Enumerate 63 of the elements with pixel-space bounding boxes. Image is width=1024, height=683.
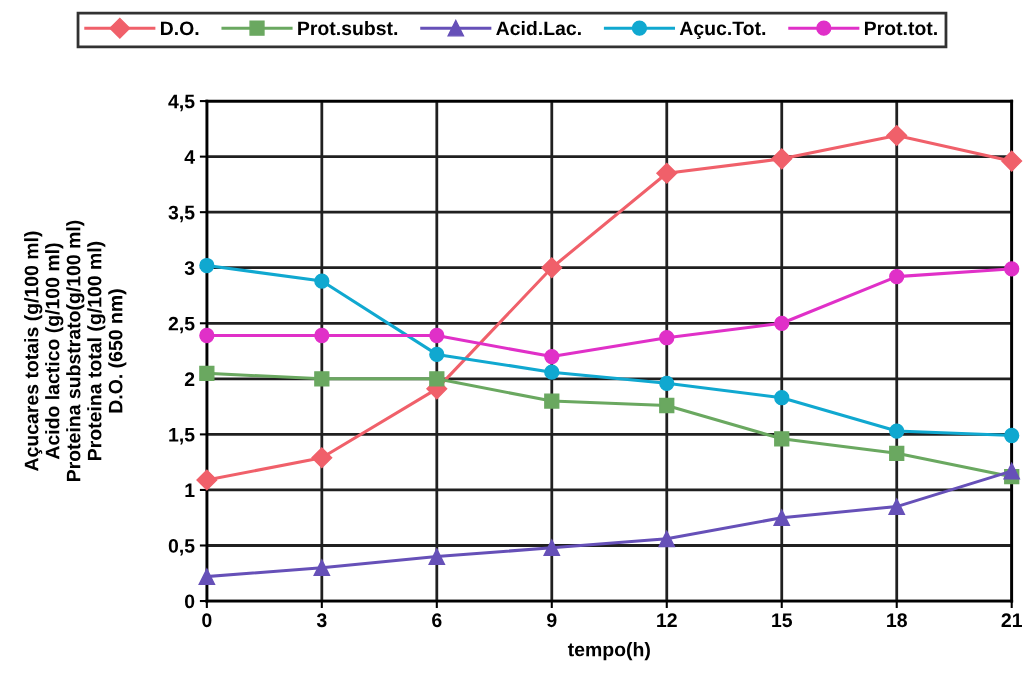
- y-tick-label: 1: [185, 483, 195, 497]
- legend-label: Prot.subst.: [298, 20, 398, 36]
- x-tick-label: 21: [1001, 613, 1022, 627]
- legend-label: Prot.tot.: [864, 21, 937, 36]
- point: [314, 327, 330, 344]
- point: [199, 365, 215, 381]
- point: [196, 469, 218, 491]
- point: [1001, 150, 1023, 172]
- point: [774, 315, 790, 331]
- x-tick-label: 0: [202, 613, 212, 628]
- point: [659, 330, 675, 346]
- x-axis-title: tempo(h): [567, 642, 650, 661]
- point: [659, 375, 675, 391]
- point: [544, 393, 560, 409]
- legend-label: Açuc.Tot.: [679, 21, 766, 40]
- point: [543, 539, 561, 557]
- y-tick-label: 1,5: [169, 428, 195, 445]
- point: [199, 257, 215, 274]
- point: [658, 530, 676, 548]
- point: [428, 548, 446, 565]
- point: [544, 348, 560, 365]
- point: [886, 125, 908, 147]
- x-tick-label: 9: [547, 613, 557, 628]
- legend-label: Acid.Lac.: [496, 20, 581, 36]
- point: [429, 371, 445, 387]
- y-tick-label: 0,5: [168, 538, 195, 556]
- point: [429, 327, 445, 344]
- x-tick-label: 6: [432, 613, 442, 628]
- point: [656, 162, 678, 184]
- point: [198, 568, 216, 585]
- y-tick-label: 4: [184, 150, 195, 164]
- y-tick-label: 4,5: [168, 94, 195, 112]
- x-tick-label: 12: [657, 613, 677, 627]
- point: [1003, 462, 1021, 480]
- point: [313, 559, 331, 577]
- x-tick-label: 15: [772, 613, 793, 628]
- y-tick-label: 0: [185, 594, 195, 609]
- point: [429, 346, 445, 363]
- legend-label: D.O.: [160, 21, 199, 36]
- y-tick-label: 2: [184, 372, 195, 386]
- point: [773, 509, 791, 527]
- y-tick-label: 3: [184, 261, 195, 275]
- point: [314, 273, 330, 289]
- point: [774, 431, 790, 447]
- point: [774, 390, 790, 406]
- y-tick-label: 2,5: [168, 316, 195, 334]
- x-tick-label: 3: [316, 613, 327, 628]
- point: [771, 148, 793, 170]
- point: [1004, 427, 1020, 444]
- y-axis-title: Açucares totais (g/100 ml) Acido lactico (g/100 ml) Proteina substrato(g/100 ml) Proteina total (g/100 ml) D.O. (650 nm): [24, 220, 127, 482]
- x-tick-label: 18: [887, 613, 907, 628]
- y-tick-label: 3,5: [168, 205, 195, 223]
- point: [199, 327, 215, 344]
- point: [889, 445, 905, 461]
- point: [1004, 261, 1020, 277]
- point: [889, 423, 905, 439]
- point: [541, 257, 563, 279]
- point: [311, 447, 333, 469]
- point: [544, 364, 560, 380]
- point: [314, 371, 330, 387]
- point: [889, 268, 905, 285]
- point: [659, 397, 675, 414]
- point: [888, 498, 906, 515]
